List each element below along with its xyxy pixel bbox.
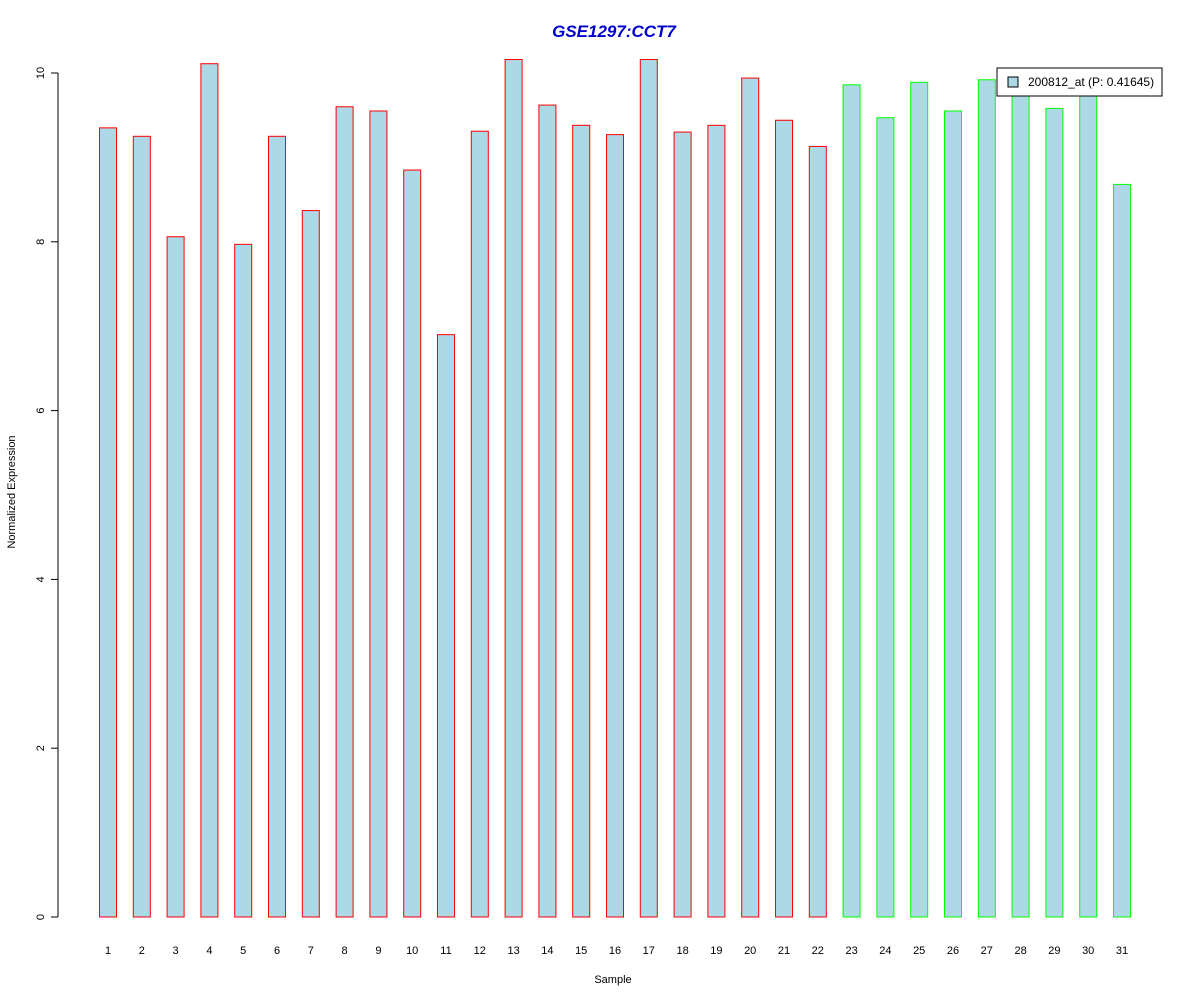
y-tick-label: 4 (35, 576, 47, 582)
x-axis-labels: 1 2 3 4 5 6 7 8 9 10 11 12 13 14 15 16 17 18 19 20 21 22 23 24 2… (105, 945, 1128, 957)
bar-sample-21 (775, 119, 793, 918)
bar-sample-29 (1045, 107, 1064, 918)
x-tick-label: 11 (440, 945, 451, 957)
bar-sample-9 (369, 110, 388, 918)
bar-sample-22 (808, 145, 827, 918)
x-tick-label: 10 (406, 945, 418, 957)
bar-sample-7 (301, 210, 320, 918)
x-tick-label: 3 (173, 945, 179, 957)
x-tick-label: 9 (375, 945, 381, 957)
x-tick-label: 12 (474, 945, 486, 957)
y-axis: 0 2 4 6 8 10 (35, 67, 59, 920)
bar-sample-24 (876, 117, 895, 918)
x-tick-label: 18 (676, 945, 688, 957)
bar-sample-11 (437, 334, 455, 918)
y-tick-label: 2 (35, 745, 47, 751)
x-tick-label: 29 (1048, 945, 1060, 957)
bar-sample-28 (1011, 89, 1030, 918)
x-tick-label: 19 (710, 945, 722, 957)
x-tick-label: 8 (342, 945, 348, 957)
x-tick-label: 23 (845, 945, 857, 957)
x-tick-label: 13 (507, 945, 519, 957)
x-axis-title: Sample (594, 974, 631, 986)
bar-sample-12 (470, 130, 489, 918)
bars (99, 58, 1131, 918)
x-tick-label: 30 (1082, 945, 1094, 957)
legend-label: 200812_at (P: 0.41645) (1028, 75, 1154, 89)
x-tick-label: 7 (308, 945, 314, 957)
x-tick-label: 6 (274, 945, 280, 957)
bar-sample-17 (639, 58, 658, 918)
bar-sample-6 (268, 135, 286, 918)
bar-sample-10 (403, 169, 422, 918)
bar-sample-20 (741, 77, 760, 918)
bar-sample-27 (977, 79, 996, 918)
bar-sample-13 (504, 58, 523, 918)
chart-title: GSE1297:CCT7 (552, 22, 677, 41)
x-tick-label: 1 (105, 945, 111, 957)
y-tick-label: 6 (35, 408, 47, 414)
x-tick-label: 24 (879, 945, 891, 957)
bar-sample-8 (335, 106, 354, 918)
bar-sample-2 (132, 135, 151, 918)
x-tick-label: 14 (541, 945, 553, 957)
bar-sample-3 (166, 236, 185, 918)
x-tick-label: 5 (240, 945, 246, 957)
legend-swatch (1007, 76, 1019, 88)
x-tick-label: 20 (744, 945, 756, 957)
bar-sample-15 (572, 124, 591, 918)
legend: 200812_at (P: 0.41645) (996, 67, 1163, 97)
x-tick-label: 28 (1014, 945, 1026, 957)
x-tick-label: 27 (981, 945, 993, 957)
y-tick-label: 8 (35, 239, 47, 245)
x-tick-label: 2 (139, 945, 145, 957)
x-tick-label: 17 (643, 945, 655, 957)
bar-sample-26 (944, 110, 962, 918)
bar-sample-23 (842, 84, 861, 918)
x-tick-label: 21 (778, 945, 790, 957)
y-tick-label: 0 (35, 914, 47, 920)
x-tick-label: 31 (1116, 945, 1128, 957)
x-tick-label: 22 (812, 945, 824, 957)
y-axis-title: Normalized Expression (6, 435, 18, 548)
bar-sample-19 (707, 124, 726, 918)
y-tick-label: 10 (35, 67, 47, 79)
bar-sample-14 (538, 104, 557, 918)
legend-box (996, 67, 1163, 97)
bar-sample-1 (99, 127, 117, 918)
x-tick-label: 25 (913, 945, 925, 957)
bar-sample-4 (200, 63, 219, 918)
bar-sample-16 (606, 134, 624, 918)
bar-sample-18 (673, 131, 692, 918)
bar-sample-5 (234, 243, 253, 918)
x-tick-label: 4 (206, 945, 212, 957)
x-tick-label: 26 (947, 945, 959, 957)
bar-sample-31 (1113, 183, 1131, 918)
x-tick-label: 16 (609, 945, 621, 957)
bar-sample-30 (1079, 89, 1098, 918)
x-tick-label: 15 (575, 945, 587, 957)
bar-sample-25 (910, 81, 929, 918)
